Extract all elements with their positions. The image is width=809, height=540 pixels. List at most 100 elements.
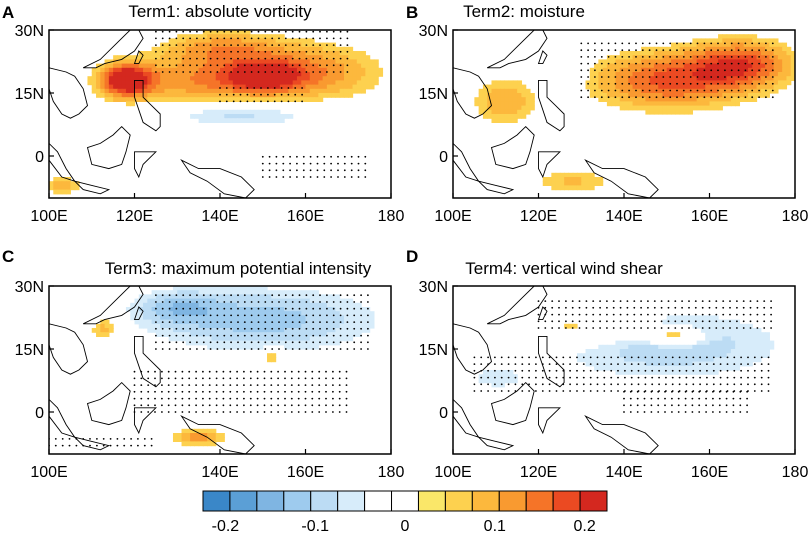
field-cell xyxy=(198,332,204,337)
field-cell xyxy=(164,42,170,48)
significance-dot xyxy=(621,42,624,45)
field-cell xyxy=(331,72,337,77)
field-cell xyxy=(747,357,753,363)
field-cell xyxy=(267,46,272,52)
field-cell xyxy=(352,302,358,308)
significance-dot xyxy=(311,377,314,380)
significance-dot xyxy=(535,376,537,379)
field-cell xyxy=(713,93,719,98)
field-cell xyxy=(632,340,638,346)
significance-dot xyxy=(278,301,280,303)
field-cell xyxy=(730,88,736,94)
field-cell xyxy=(589,361,595,367)
significance-dot xyxy=(216,30,219,33)
significance-dot xyxy=(278,327,280,330)
field-layer xyxy=(453,30,795,198)
field-cell xyxy=(164,294,170,300)
field-cell xyxy=(254,344,260,350)
significance-dot xyxy=(582,390,585,392)
field-cell xyxy=(220,294,225,300)
significance-dot xyxy=(635,56,637,58)
significance-dot xyxy=(155,327,157,330)
coastline xyxy=(73,180,111,195)
field-cell xyxy=(190,34,195,39)
significance-dot xyxy=(243,334,246,337)
field-cell xyxy=(726,38,732,44)
field-cell xyxy=(309,328,315,333)
field-cell xyxy=(361,88,366,94)
field-cell xyxy=(211,118,217,123)
significance-dot xyxy=(535,363,537,365)
field-cell xyxy=(688,93,694,98)
field-cell xyxy=(147,319,153,325)
field-cell xyxy=(168,311,174,316)
field-cell xyxy=(790,76,795,81)
field-cell xyxy=(164,76,170,81)
colorbar-swatch xyxy=(579,490,608,512)
field-cell xyxy=(500,101,505,107)
significance-dot xyxy=(628,96,630,99)
field-cell xyxy=(181,298,187,304)
significance-dot xyxy=(737,62,740,65)
field-cell xyxy=(709,101,715,107)
field-cell xyxy=(777,72,783,77)
significance-dot xyxy=(732,397,735,400)
field-cell xyxy=(752,328,758,333)
significance-dot xyxy=(222,397,225,400)
significance-dot xyxy=(257,294,260,297)
x-tick-label: 120E xyxy=(116,208,153,225)
significance-dot xyxy=(264,341,267,344)
field-cell xyxy=(138,311,144,316)
significance-dot xyxy=(256,404,259,407)
significance-dot xyxy=(271,64,274,67)
field-cell xyxy=(245,298,251,304)
field-cell xyxy=(185,80,191,86)
field-cell xyxy=(696,357,702,363)
field-cell xyxy=(700,72,706,77)
field-cell xyxy=(632,370,638,375)
field-cell xyxy=(249,328,255,333)
field-cell xyxy=(636,84,642,90)
significance-dot xyxy=(338,370,341,373)
field-cell xyxy=(279,302,285,308)
significance-dot xyxy=(263,370,266,373)
significance-dot xyxy=(343,169,346,172)
field-cell xyxy=(172,302,178,308)
significance-dot xyxy=(744,76,747,78)
field-cell xyxy=(143,315,148,321)
significance-dot xyxy=(168,321,171,323)
field-cell xyxy=(705,46,711,52)
field-cell xyxy=(504,370,510,375)
significance-dot xyxy=(326,314,328,317)
field-cell xyxy=(326,315,332,321)
significance-dot xyxy=(678,356,681,359)
significance-dot xyxy=(641,69,644,72)
field-cell xyxy=(125,76,131,81)
significance-dot xyxy=(751,62,754,65)
significance-dot xyxy=(339,30,342,33)
field-cell xyxy=(194,336,200,342)
field-cell xyxy=(688,46,694,52)
field-cell xyxy=(190,441,195,447)
field-cell xyxy=(331,84,337,90)
field-cell xyxy=(309,72,315,77)
field-cell xyxy=(709,97,715,102)
field-cell xyxy=(662,55,668,60)
field-cell xyxy=(765,63,770,69)
significance-dot xyxy=(580,89,583,92)
field-cell xyxy=(220,307,225,312)
field-cell xyxy=(108,67,114,73)
significance-dot xyxy=(275,162,278,165)
field-cell xyxy=(296,93,302,98)
field-cell xyxy=(143,311,148,316)
significance-dot xyxy=(749,306,752,309)
significance-dot xyxy=(671,369,674,372)
field-cell xyxy=(348,311,354,316)
significance-dot xyxy=(555,363,558,365)
field-cell xyxy=(598,76,604,81)
significance-dot xyxy=(229,390,232,393)
field-cell xyxy=(279,311,285,316)
field-cell xyxy=(726,46,732,52)
significance-dot xyxy=(770,320,772,323)
significance-dot xyxy=(236,370,239,373)
